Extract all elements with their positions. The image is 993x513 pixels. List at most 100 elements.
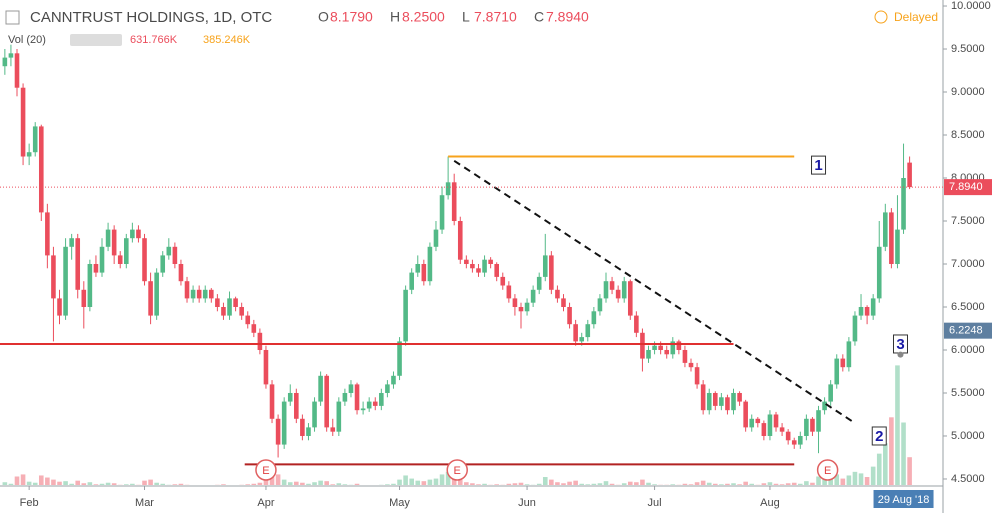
candle-body: [166, 246, 172, 256]
volume-bar: [287, 482, 293, 485]
volume-settings-icons[interactable]: [70, 34, 122, 46]
ohlc-value: 8.1790: [330, 9, 373, 25]
volume-bar: [555, 482, 560, 485]
volume-bar: [324, 481, 329, 485]
last-price-tag: [944, 179, 992, 196]
volume-bar: [391, 483, 396, 485]
volume-bar: [682, 483, 688, 485]
candle-body: [294, 392, 299, 419]
ohlc-value: 7.8710: [474, 9, 517, 25]
candle-body: [2, 57, 8, 67]
candle-body: [93, 263, 99, 273]
candle-body: [464, 259, 469, 264]
candle-body: [579, 337, 585, 342]
candle-body: [227, 298, 232, 316]
candle-body: [834, 358, 840, 385]
volume-bar: [154, 482, 159, 485]
candle-body: [524, 302, 530, 312]
volume-bar: [870, 466, 876, 485]
candle-body: [81, 289, 87, 307]
volume-bar: [712, 483, 718, 485]
volume-bar: [69, 483, 74, 485]
candle-body: [876, 246, 882, 299]
volume-bar: [2, 482, 8, 485]
candle-body: [500, 276, 506, 286]
volume-bar: [111, 483, 117, 485]
candle-body: [488, 259, 493, 264]
volume-bar: [670, 484, 676, 485]
candle-body: [852, 315, 858, 342]
last-price-label: 7.8940: [949, 181, 983, 193]
volume-bar: [75, 480, 81, 485]
ohlc-key: O: [318, 9, 329, 25]
candle-body: [257, 332, 263, 350]
volume-bar: [342, 484, 348, 485]
x-tick-label: May: [389, 497, 410, 509]
volume-bar: [694, 482, 700, 485]
volume-bar: [257, 482, 263, 485]
volume-bar: [445, 471, 451, 485]
candle-body: [767, 414, 773, 436]
volume-bar: [901, 422, 906, 485]
volume-bar: [609, 483, 615, 485]
candle-body: [603, 281, 609, 299]
candle-body: [26, 152, 32, 157]
volume-bar: [585, 484, 591, 485]
candle-body: [682, 349, 688, 363]
candle-body: [196, 289, 202, 299]
candle-body: [615, 289, 621, 299]
volume-bar: [57, 481, 62, 485]
candle-body: [816, 410, 821, 432]
x-tick-label: Apr: [257, 497, 274, 509]
candle-body: [142, 238, 147, 282]
volume-bar: [688, 484, 694, 485]
candle-body: [136, 229, 141, 239]
candle-body: [725, 397, 730, 411]
x-tick-label: Feb: [20, 497, 39, 509]
candle-body: [476, 268, 481, 273]
candle-body: [737, 392, 742, 402]
candle-body: [342, 392, 348, 402]
volume-bar: [385, 484, 390, 485]
candle-body: [719, 397, 724, 406]
volume-bar: [439, 474, 445, 485]
candle-body: [536, 276, 542, 290]
volume-bar: [597, 483, 603, 485]
callout-box: [871, 426, 887, 446]
ohlc-value: 7.8940: [546, 9, 589, 25]
event-label: E: [824, 465, 831, 477]
volume-bar: [63, 481, 68, 485]
chart-title: CANNTRUST HOLDINGS, 1D, OTC: [30, 9, 272, 26]
candle-body: [172, 246, 178, 264]
collapse-icon[interactable]: [5, 10, 20, 25]
y-tick-label: 10.0000: [951, 0, 991, 12]
volume-bar: [470, 483, 475, 485]
volume-bar: [415, 480, 421, 485]
volume-bar: [627, 481, 633, 485]
date-label: 29 Aug '18: [878, 494, 930, 506]
candle-body: [366, 401, 372, 409]
candle-body: [348, 384, 354, 393]
volume-bar: [403, 475, 408, 485]
candle-body: [773, 414, 779, 428]
candle-body: [804, 418, 809, 436]
candle-body: [791, 440, 797, 445]
volume-bar: [281, 479, 287, 485]
candle-body: [415, 263, 421, 273]
candle-body: [421, 263, 427, 282]
volume-bar: [482, 483, 487, 485]
candle-body: [585, 324, 591, 338]
ohlc-value: 8.2500: [402, 9, 445, 25]
date-tag: [873, 490, 934, 508]
candle-body: [731, 392, 736, 411]
volume-bar: [14, 476, 20, 485]
candle-body: [178, 263, 184, 282]
volume-bar: [725, 483, 730, 485]
volume-bar: [409, 478, 414, 485]
volume-bar: [652, 484, 657, 485]
candle-body: [117, 255, 123, 264]
event-label: E: [454, 465, 461, 477]
candle-body: [883, 212, 888, 247]
volume-bar: [816, 476, 821, 485]
trend-line: [453, 159, 856, 424]
